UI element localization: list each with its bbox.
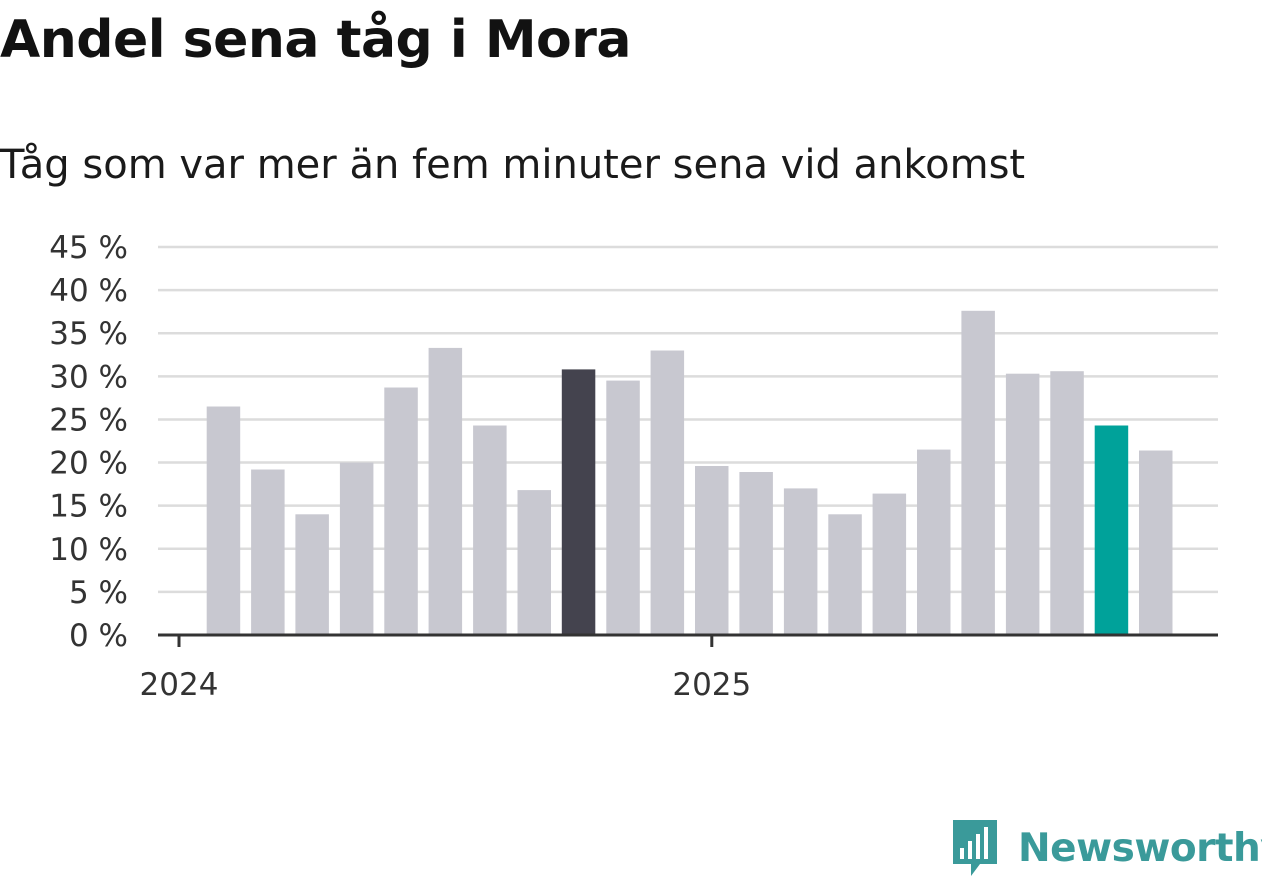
chart-subtitle: Tåg som var mer än fem minuter sena vid … (0, 142, 1026, 188)
y-tick-label: 45 % (49, 230, 128, 266)
bar-2024-12 (650, 350, 685, 635)
y-tick-label: 15 % (49, 489, 128, 525)
bar-chart-speech-bubble-icon (953, 820, 997, 876)
bar-2024-10 (561, 369, 596, 635)
y-tick-label: 30 % (49, 359, 128, 395)
brand-logo-block: Newsworthy (950, 817, 1262, 879)
bar-2024-02 (206, 406, 241, 635)
y-tick-label: 10 % (49, 532, 128, 568)
bar-2025-04 (828, 514, 862, 635)
bar-2024-03 (251, 469, 285, 635)
bar-2025-01 (695, 466, 729, 635)
y-tick-label: 35 % (49, 316, 128, 352)
y-tick-label: 20 % (49, 446, 128, 482)
x-tick-label: 2025 (672, 667, 751, 703)
brand-name: Newsworthy (1018, 825, 1262, 871)
y-tick-label: 0 % (69, 618, 128, 654)
y-axis-ticks: 0 % 5 % 10 % 15 % 20 % 25 % 30 % 35 % 40 % 45 % (49, 230, 128, 654)
bar-2024-08 (473, 425, 507, 635)
bar-2024-09 (517, 490, 551, 635)
bar-2025-10 (1094, 425, 1129, 635)
bar-2024-11 (606, 380, 640, 635)
bar-2025-11 (1139, 450, 1173, 635)
bar-2025-02 (739, 472, 773, 635)
bar-2025-08 (1005, 373, 1040, 635)
bar-2024-06 (384, 387, 418, 635)
chart-title: Andel sena tåg i Mora (0, 10, 632, 70)
bar-2024-04 (295, 514, 329, 635)
y-tick-label: 25 % (49, 402, 128, 438)
bar-2025-06 (917, 449, 951, 635)
bar-2025-05 (872, 493, 907, 635)
y-tick-label: 5 % (69, 575, 128, 611)
y-tick-label: 40 % (49, 273, 128, 309)
bars (206, 310, 1173, 635)
bar-2024-05 (339, 462, 374, 635)
bar-2024-07 (428, 347, 463, 635)
gridlines (158, 245, 1218, 594)
bar-2025-07 (961, 310, 995, 635)
bar-2025-03 (783, 488, 818, 635)
bar-chart: 0 % 5 % 10 % 15 % 20 % 25 % 30 % 35 % 40 % 45 % 2… (49, 230, 1218, 703)
x-axis: 2024 2025 (140, 633, 1218, 703)
x-tick-label: 2024 (140, 667, 219, 703)
bar-2025-09 (1050, 371, 1084, 635)
